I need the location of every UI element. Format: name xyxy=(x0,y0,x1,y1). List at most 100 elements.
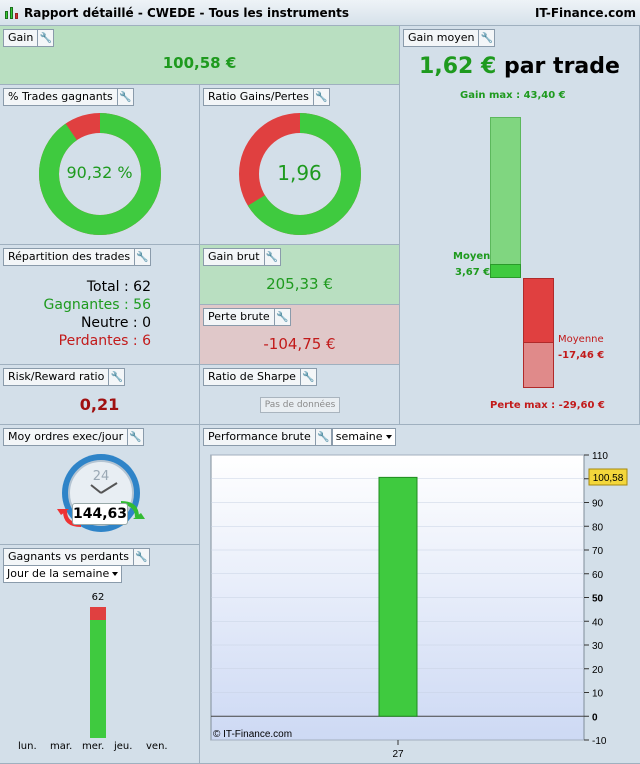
moyen-value: 3,67 € xyxy=(455,267,491,278)
gvp-wins-bar xyxy=(90,619,106,738)
y-tick-label: 0 xyxy=(592,712,598,723)
wrench-icon[interactable]: 🔧 xyxy=(479,29,496,47)
ratio-gains-pertes-panel: Ratio Gains/Pertes 🔧 1,96 xyxy=(200,85,400,245)
title-bar: Rapport détaillé - CWEDE - Tous les inst… xyxy=(0,0,640,26)
weekday-label: mer. xyxy=(82,741,105,752)
y-tick-label: 40 xyxy=(592,617,604,628)
perte-brute-label: Perte brute xyxy=(203,308,275,326)
wrench-icon[interactable]: 🔧 xyxy=(264,248,281,266)
gain-panel: Gain 🔧 100,58 € xyxy=(0,26,400,85)
y-tick-label: 110 xyxy=(592,451,608,462)
weekday-label: lun. xyxy=(18,741,37,752)
ordres-label: Moy ordres exec/jour xyxy=(3,428,129,446)
performance-label: Performance brute xyxy=(203,428,316,446)
gain-brut-value: 205,33 € xyxy=(266,275,333,293)
performance-period-dropdown[interactable]: semaine xyxy=(331,428,396,446)
trades-gagnants-label: % Trades gagnants xyxy=(3,88,118,106)
trades-gagnants-value: 90,32 % xyxy=(66,163,133,182)
gain-moyen-value: 1,62 € xyxy=(419,54,497,79)
x-tick-label: 27 xyxy=(392,749,404,760)
gain-max-bar xyxy=(490,117,521,278)
day-period-dropdown[interactable]: Jour de la semaine xyxy=(3,565,123,583)
ordres-panel: Moy ordres exec/jour 🔧 24 144,63 xyxy=(0,425,200,545)
copyright-text: © IT-Finance.com xyxy=(213,729,292,740)
ratio-donut xyxy=(239,113,361,235)
sharpe-panel: Ratio de Sharpe 🔧 Pas de données xyxy=(200,365,400,425)
gvp-count-label: 62 xyxy=(91,592,105,603)
wrench-icon[interactable]: 🔧 xyxy=(134,548,151,566)
wrench-icon[interactable]: 🔧 xyxy=(128,428,145,446)
wrench-icon[interactable]: 🔧 xyxy=(313,88,330,106)
ordres-value: 144,63 xyxy=(72,503,128,525)
weekday-label: mar. xyxy=(50,741,73,752)
wrench-icon[interactable]: 🔧 xyxy=(38,29,55,47)
chevron-down-icon xyxy=(112,572,119,576)
risk-reward-label: Risk/Reward ratio xyxy=(3,368,110,386)
weekday-label: jeu. xyxy=(114,741,133,752)
loss-average-bar xyxy=(523,278,554,343)
gain-label: Gain xyxy=(3,29,39,47)
perte-brute-panel: Perte brute 🔧 -104,75 € xyxy=(200,305,400,365)
donut-gain-arc xyxy=(239,113,361,235)
gagnants-vs-perdants-panel: Gagnants vs perdants 🔧 Jour de la semaine… xyxy=(0,545,200,764)
chevron-down-icon xyxy=(385,435,392,439)
y-tick-label: 30 xyxy=(592,641,604,652)
day-period-value: Jour de la semaine xyxy=(7,567,110,580)
gain-moyen-suffix: par trade xyxy=(496,54,620,79)
wrench-icon[interactable]: 🔧 xyxy=(109,368,126,386)
wrench-icon[interactable]: 🔧 xyxy=(300,368,317,386)
gain-average-bar xyxy=(490,264,521,278)
total-text: Total : 62 xyxy=(86,279,151,295)
performance-bar xyxy=(378,476,418,717)
candlestick-logo-icon xyxy=(4,5,18,21)
performance-period-value: semaine xyxy=(335,430,383,443)
trades-gagnants-donut xyxy=(39,113,161,235)
brand-label: IT-Finance.com xyxy=(534,6,636,20)
moyenne-value: -17,46 € xyxy=(558,350,605,361)
gvp-label: Gagnants vs perdants xyxy=(3,548,135,566)
clock-number: 24 xyxy=(92,469,110,484)
donut-win-arc xyxy=(39,113,161,235)
gain-brut-panel: Gain brut 🔧 205,33 € xyxy=(200,245,400,305)
moyenne-label: Moyenne xyxy=(558,334,604,345)
perdantes-text: Perdantes : 6 xyxy=(58,333,151,349)
repartition-label: Répartition des trades xyxy=(3,248,136,266)
ratio-gains-pertes-label: Ratio Gains/Pertes xyxy=(203,88,314,106)
gain-brut-label: Gain brut xyxy=(203,248,265,266)
moyen-label: Moyen xyxy=(453,251,491,262)
gvp-losses-bar xyxy=(90,607,106,620)
current-value-badge xyxy=(588,468,628,486)
gain-moyen-label: Gain moyen xyxy=(403,29,480,47)
gain-moyen-panel: Gain moyen 🔧 1,62 € par trade Gain max : … xyxy=(400,26,640,425)
ratio-value: 1,96 xyxy=(277,161,322,185)
y-tick-label: 80 xyxy=(592,522,604,533)
risk-reward-value: 0,21 xyxy=(79,395,120,414)
y-tick-label: 50 xyxy=(592,594,604,605)
wrench-icon[interactable]: 🔧 xyxy=(315,428,332,446)
y-tick-label: 20 xyxy=(592,665,604,676)
y-tick-label: 70 xyxy=(592,546,604,557)
wrench-icon[interactable]: 🔧 xyxy=(274,308,291,326)
trades-gagnants-panel: % Trades gagnants 🔧 90,32 % xyxy=(0,85,200,245)
y-tick-label: -10 xyxy=(592,736,607,747)
weekday-axis: lun. mar. mer. jeu. ven. xyxy=(18,741,188,755)
sharpe-label: Ratio de Sharpe xyxy=(203,368,301,386)
performance-chart: -100102030405060708090100110 27 © IT-Fin… xyxy=(210,451,628,760)
y-tick-label: 10 xyxy=(592,689,604,700)
gagnantes-text: Gagnantes : 56 xyxy=(43,297,151,313)
y-tick-label: 90 xyxy=(592,499,604,510)
wrench-icon[interactable]: 🔧 xyxy=(135,248,152,266)
risk-reward-panel: Risk/Reward ratio 🔧 0,21 xyxy=(0,365,200,425)
no-data-button[interactable]: Pas de données xyxy=(260,397,340,413)
current-value-text: 100,58 xyxy=(593,473,624,484)
wrench-icon[interactable]: 🔧 xyxy=(117,88,134,106)
window-title: Rapport détaillé - CWEDE - Tous les inst… xyxy=(24,5,350,20)
gain-value: 100,58 € xyxy=(162,54,237,72)
gain-max-label: Gain max : 43,40 € xyxy=(460,90,566,101)
perte-brute-value: -104,75 € xyxy=(263,335,336,353)
neutre-text: Neutre : 0 xyxy=(80,315,151,331)
perte-max-label: Perte max : -29,60 € xyxy=(490,400,605,411)
y-tick-label: 60 xyxy=(592,570,604,581)
weekday-label: ven. xyxy=(146,741,168,752)
repartition-panel: Répartition des trades 🔧 Total : 62 Gagna… xyxy=(0,245,200,365)
